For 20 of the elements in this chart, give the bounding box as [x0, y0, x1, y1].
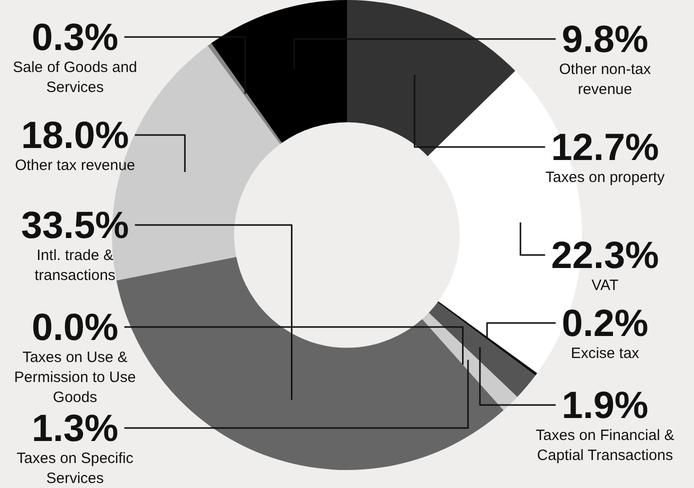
slice-label: VAT	[592, 277, 618, 294]
data-label: 0.2%	[562, 303, 648, 345]
slice-label: Excise tax	[570, 345, 640, 362]
slice-label: Sale of Goods and Services	[12, 59, 138, 96]
data-label: 1.3%	[32, 408, 118, 450]
data-label: 9.8%	[562, 19, 648, 61]
slice-label: Other tax revenue	[14, 157, 136, 174]
data-label: 0.3%	[32, 17, 118, 59]
data-label: 18.0%	[21, 115, 129, 157]
data-label: 22.3%	[551, 235, 659, 277]
data-label: 12.7%	[551, 127, 659, 169]
category-label: Taxes on Use & Permission to Use Goods	[14, 349, 136, 406]
data-label: 1.9%	[562, 385, 648, 427]
text: 0.0%	[32, 307, 118, 349]
slice-label: Intl. trade & transactions	[34, 247, 116, 284]
slice-label: Taxes on Financial & Captial Transactions	[536, 427, 674, 464]
data-label: 33.5%	[21, 205, 129, 247]
slice-label: Other non-tax revenue	[559, 61, 652, 98]
slice-label: Taxes on Specific Services	[16, 450, 134, 487]
slice-label: Taxes on property	[545, 169, 666, 186]
